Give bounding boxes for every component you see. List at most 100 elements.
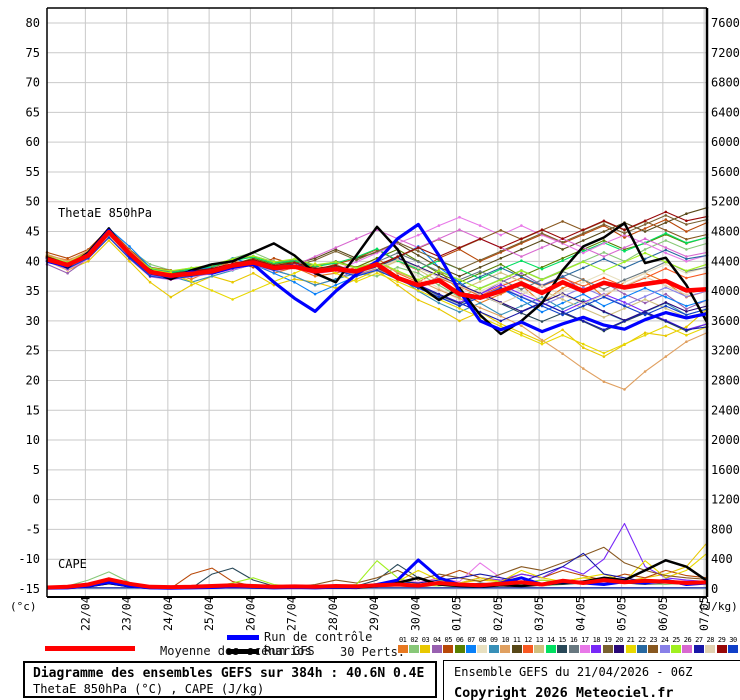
- pert-cell: 21: [625, 636, 636, 653]
- svg-text:-5: -5: [26, 522, 40, 536]
- svg-text:45: 45: [26, 225, 40, 239]
- pert-cell: 17: [579, 636, 590, 653]
- svg-text:4800: 4800: [711, 225, 740, 239]
- pert-color-swatch: [522, 645, 533, 653]
- pert-number: 12: [524, 636, 532, 644]
- svg-text:0: 0: [711, 582, 718, 596]
- svg-text:7200: 7200: [711, 46, 740, 60]
- pert-number: 15: [558, 636, 566, 644]
- svg-text:3600: 3600: [711, 314, 740, 328]
- pert-cell: 27: [693, 636, 704, 653]
- pert-cell: 12: [522, 636, 533, 653]
- svg-text:4400: 4400: [711, 254, 740, 268]
- left-axis-unit: (°c): [10, 600, 37, 613]
- svg-text:5200: 5200: [711, 195, 740, 209]
- svg-text:10: 10: [26, 433, 40, 447]
- pert-number: 26: [683, 636, 692, 644]
- pert-number: 07: [467, 636, 475, 644]
- svg-text:27/04: 27/04: [285, 596, 299, 631]
- pert-cell: 06: [454, 636, 465, 653]
- svg-text:2000: 2000: [711, 433, 740, 447]
- pert-cell: 05: [443, 636, 454, 653]
- pert-number: 09: [490, 636, 498, 644]
- svg-text:25: 25: [26, 344, 40, 358]
- svg-text:26/04: 26/04: [243, 596, 257, 631]
- svg-text:75: 75: [26, 46, 40, 60]
- pert-number: 06: [455, 636, 464, 644]
- pert-color-swatch: [625, 645, 636, 653]
- svg-text:5600: 5600: [711, 165, 740, 179]
- svg-text:29/04: 29/04: [367, 596, 381, 631]
- pert-color-swatch: [511, 645, 522, 653]
- pert-color-swatch: [500, 645, 511, 653]
- pert-cell: 24: [659, 636, 670, 653]
- chart-title-box: Diagramme des ensembles GEFS sur 384h : …: [23, 661, 437, 698]
- run-info: Ensemble GEFS du 21/04/2026 - 06Z: [454, 665, 693, 679]
- svg-text:40: 40: [26, 254, 40, 268]
- pert-number: 03: [421, 636, 430, 644]
- svg-text:28/04: 28/04: [326, 596, 340, 631]
- pert-cell: 18: [591, 636, 602, 653]
- pert-number: 10: [501, 636, 509, 644]
- perts-legend-label: 30 Perts.: [340, 645, 406, 659]
- pert-color-swatch: [659, 645, 670, 653]
- pert-cell: 19: [602, 636, 613, 653]
- svg-text:22/04: 22/04: [78, 596, 92, 631]
- svg-text:25/04: 25/04: [202, 596, 216, 631]
- pert-cell: 08: [477, 636, 488, 653]
- copyright: Copyright 2026 Meteociel.fr: [454, 685, 674, 700]
- svg-text:800: 800: [711, 522, 733, 536]
- mean-line-swatch: [45, 646, 135, 651]
- pert-number: 29: [717, 636, 726, 644]
- svg-text:07/05: 07/05: [697, 596, 711, 631]
- svg-text:5: 5: [33, 463, 40, 477]
- svg-text:15: 15: [26, 403, 40, 417]
- svg-text:2400: 2400: [711, 403, 740, 417]
- pert-cell: 11: [511, 636, 522, 653]
- svg-text:04/05: 04/05: [573, 596, 587, 631]
- pert-color-swatch: [431, 645, 442, 653]
- pert-number: 14: [547, 636, 555, 644]
- pert-number: 01: [398, 636, 407, 644]
- svg-text:7600: 7600: [711, 16, 740, 30]
- pert-number: 13: [535, 636, 544, 644]
- svg-text:06/05: 06/05: [656, 596, 670, 631]
- pert-color-swatch: [397, 645, 408, 653]
- pert-cell: 09: [488, 636, 499, 653]
- svg-text:02/05: 02/05: [491, 596, 505, 631]
- run-info-box: Ensemble GEFS du 21/04/2026 - 06Z Copyri…: [443, 660, 740, 700]
- grid-lines: [47, 8, 707, 597]
- svg-text:30/04: 30/04: [408, 596, 422, 631]
- pert-cell: 28: [705, 636, 716, 653]
- pert-color-swatch: [648, 645, 659, 653]
- pert-color-swatch: [568, 645, 579, 653]
- pert-color-swatch: [534, 645, 545, 653]
- svg-text:1600: 1600: [711, 463, 740, 477]
- svg-text:01/05: 01/05: [450, 596, 464, 631]
- plot-frame: [46, 7, 709, 598]
- svg-text:65: 65: [26, 105, 40, 119]
- pert-cell: 07: [465, 636, 477, 653]
- pert-color-swatch: [636, 645, 647, 653]
- pert-cell: 30: [727, 636, 739, 653]
- ensemble-chart: 80757065605550454035302520151050-5-10-15…: [18, 7, 740, 631]
- svg-text:400: 400: [711, 552, 733, 566]
- pert-cell: 26: [682, 636, 693, 653]
- axis-labels: 80757065605550454035302520151050-5-10-15…: [18, 16, 740, 631]
- pert-color-swatch: [488, 645, 499, 653]
- pert-color-swatch: [477, 645, 488, 653]
- svg-text:80: 80: [26, 16, 40, 30]
- highlighted-lines: [46, 221, 709, 590]
- chart-subtitle: ThetaE 850hPa (°C) , CAPE (J/kg): [33, 682, 265, 696]
- svg-text:23/04: 23/04: [120, 596, 134, 631]
- pert-number: 19: [604, 636, 612, 644]
- pert-number: 21: [626, 636, 635, 644]
- pert-cell: 20: [613, 636, 625, 653]
- pert-color-swatch: [614, 645, 625, 653]
- pert-cell: 10: [500, 636, 511, 653]
- pert-color-swatch: [591, 645, 602, 653]
- pert-cell: 22: [636, 636, 647, 653]
- svg-text:0: 0: [33, 493, 40, 507]
- pert-color-swatch: [454, 645, 465, 653]
- pert-cell: 15: [556, 636, 568, 653]
